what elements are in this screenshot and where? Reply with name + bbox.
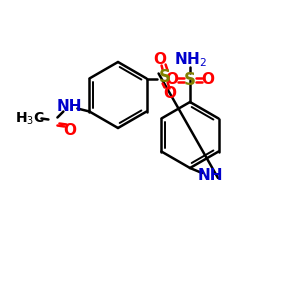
Text: O: O <box>163 86 176 101</box>
Text: S: S <box>184 71 196 89</box>
Text: S: S <box>159 68 171 85</box>
Text: O: O <box>202 73 214 88</box>
Text: NH: NH <box>197 169 223 184</box>
Text: NH$_2$: NH$_2$ <box>173 51 206 69</box>
Text: O: O <box>153 52 166 67</box>
Text: O: O <box>166 73 178 88</box>
Text: H$_3$C: H$_3$C <box>15 110 44 127</box>
Text: NH: NH <box>57 99 82 114</box>
Text: O: O <box>63 123 76 138</box>
